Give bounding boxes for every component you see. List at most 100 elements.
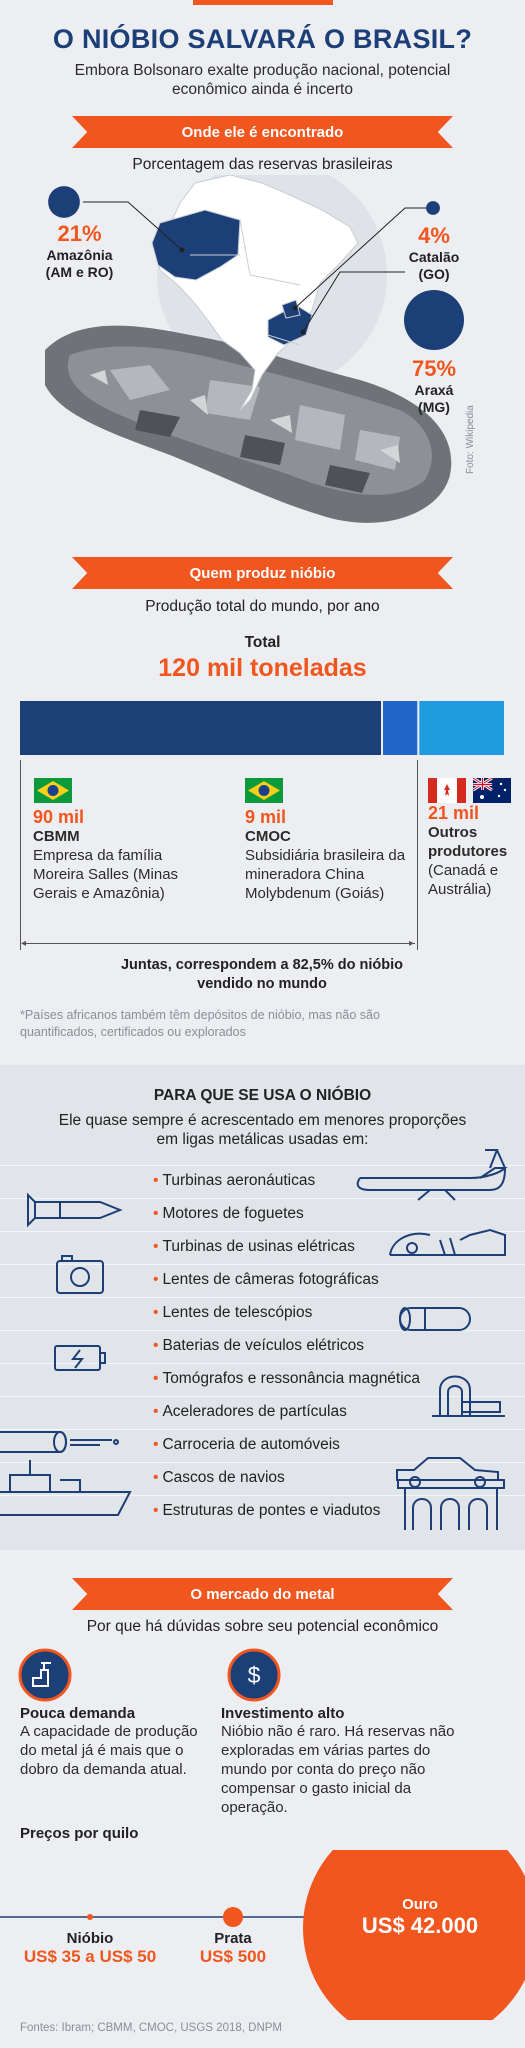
price-metal: Prata	[214, 1930, 252, 1947]
bar-segment-cbmm	[20, 701, 381, 755]
production-bar	[20, 701, 504, 755]
price-metal: Nióbio	[66, 1930, 114, 1947]
price-bubbles	[0, 1850, 525, 2020]
use-item: • Lentes de câmeras fotográficas	[153, 1271, 379, 1288]
use-item: • Baterias de veículos elétricos	[153, 1337, 365, 1354]
page-subtitle: Embora Bolsonaro exalte produção naciona…	[74, 62, 451, 98]
use-item: • Motores de foguetes	[153, 1205, 304, 1222]
ribbon-production: Quem produz nióbio	[72, 557, 453, 589]
producer-cmoc: 9 mil CMOC Subsidiária brasileira da min…	[245, 808, 410, 903]
market-caption: Por que há dúvidas sobre seu potencial e…	[86, 1618, 439, 1635]
total-value: 120 mil toneladas	[158, 654, 367, 682]
svg-text:$: $	[248, 1662, 261, 1688]
araxa-bubble	[404, 290, 464, 350]
low-demand-block: Pouca demanda A capacidade de produção d…	[20, 1705, 200, 1779]
price-gold: Ouro US$ 42.000	[320, 1896, 520, 1939]
row-divider	[0, 1363, 525, 1364]
camera-icon	[56, 1255, 104, 1294]
row-divider	[0, 1429, 525, 1430]
australia-flag-icon	[473, 778, 511, 803]
ship-hull-icon	[0, 1460, 132, 1516]
producer-desc: Empresa da família Moreira Salles (Minas…	[33, 847, 179, 902]
row-divider	[0, 1264, 525, 1265]
reserve-araxa: 75% Araxá (MG)	[402, 356, 466, 416]
niobium-price-bubble	[87, 1914, 93, 1920]
row-divider	[0, 1495, 525, 1496]
amazonia-region	[151, 209, 241, 281]
together-bracket-line	[22, 943, 415, 944]
uses-list: • Turbinas aeronáuticas • Motores de fogue…	[0, 1165, 525, 1530]
price-silver: Prata US$ 500	[183, 1930, 283, 1967]
row-divider	[0, 1198, 525, 1199]
ribbon-location: Onde ele é encontrado	[72, 116, 453, 148]
use-item: • Estruturas de pontes e viadutos	[153, 1502, 381, 1519]
location-caption: Porcentagem das reservas brasileiras	[132, 156, 393, 173]
bridge-icon	[397, 1479, 505, 1530]
producer-value: 21 mil	[428, 803, 480, 823]
production-caption: Produção total do mundo, por ano	[145, 598, 380, 615]
price-value: US$ 42.000	[361, 1913, 479, 1938]
high-investment-text: Nióbio não é raro. Há reservas não explo…	[221, 1723, 455, 1816]
brazil-flag-icon	[34, 778, 72, 803]
africa-footnote: *Países africanos também têm depósitos d…	[20, 1008, 380, 1039]
bar-segment-others	[419, 701, 504, 755]
price-value: US$ 500	[199, 1947, 267, 1966]
amazonia-callout-line	[83, 201, 183, 251]
use-item: • Aceleradores de partículas	[153, 1403, 347, 1420]
goias-region	[281, 299, 301, 319]
mri-scanner-icon	[432, 1375, 505, 1417]
divider-left	[20, 760, 21, 950]
brazil-map	[151, 175, 359, 411]
catalao-callout-line	[294, 207, 433, 309]
total-label: Total	[244, 634, 281, 651]
use-item: • Cascos de navios	[153, 1469, 285, 1486]
brazil-flag-icon	[245, 778, 283, 803]
reserve-region: Catalão (GO)	[408, 249, 460, 282]
photo-credit: Foto: Wikipedia	[465, 405, 476, 474]
use-item: • Turbinas de usinas elétricas	[153, 1238, 355, 1255]
telescope-lens-icon	[399, 1307, 471, 1331]
producer-name: CBMM	[33, 828, 80, 845]
reserve-pct: 75%	[411, 356, 457, 381]
price-metal: Ouro	[402, 1896, 438, 1913]
row-divider	[0, 1297, 525, 1298]
prices-heading: Preços por quilo	[20, 1825, 139, 1842]
reserve-region: Amazônia (AM e RO)	[45, 247, 114, 280]
high-investment-block: Investimento alto Nióbio não é raro. Há …	[221, 1705, 471, 1817]
producer-others: 21 mil Outros produtores (Canadá e Austr…	[428, 804, 523, 899]
dollar-icon: $	[227, 1648, 281, 1702]
reserve-amazonia: 21% Amazônia (AM e RO)	[42, 221, 117, 281]
battery-icon	[54, 1345, 106, 1371]
price-niobium: Nióbio US$ 35 a US$ 50	[15, 1930, 165, 1967]
rocket-icon	[27, 1192, 123, 1228]
uses-icons	[0, 1149, 508, 1530]
car-icon	[396, 1457, 499, 1488]
brazil-map-graphic	[45, 175, 464, 523]
producer-name: CMOC	[245, 828, 291, 845]
canada-flag-icon	[428, 778, 466, 803]
ribbon-market: O mercado do metal	[72, 1578, 453, 1610]
power-plant-turbine-icon	[389, 1228, 506, 1256]
low-demand-text: A capacidade de produção do metal já é m…	[20, 1723, 198, 1778]
row-divider	[0, 1462, 525, 1463]
top-accent-bar	[193, 0, 333, 5]
use-item: • Tomógrafos e ressonância magnética	[153, 1370, 421, 1387]
uses-heading: PARA QUE SE USA O NIÓBIO	[153, 1087, 372, 1104]
gold-price-bubble	[303, 1850, 525, 2020]
price-value: US$ 35 a US$ 50	[23, 1947, 157, 1966]
divider-right	[417, 760, 418, 950]
together-note: Juntas, correspondem a 82,5% do nióbio v…	[120, 957, 403, 992]
use-item: • Carroceria de automóveis	[153, 1436, 340, 1453]
particle-accelerator-icon	[0, 1431, 119, 1453]
low-demand-title: Pouca demanda	[20, 1705, 136, 1722]
araxa-callout-line	[302, 271, 405, 333]
reserve-region: Araxá (MG)	[414, 382, 454, 415]
producer-desc: (Canadá e Austrália)	[428, 862, 499, 898]
producer-name: Outros produtores	[428, 824, 508, 860]
row-divider	[0, 1330, 525, 1331]
reserve-pct: 4%	[418, 223, 450, 248]
amazonia-bubble	[48, 186, 80, 218]
row-divider	[0, 1231, 525, 1232]
producer-value: 9 mil	[245, 807, 287, 827]
